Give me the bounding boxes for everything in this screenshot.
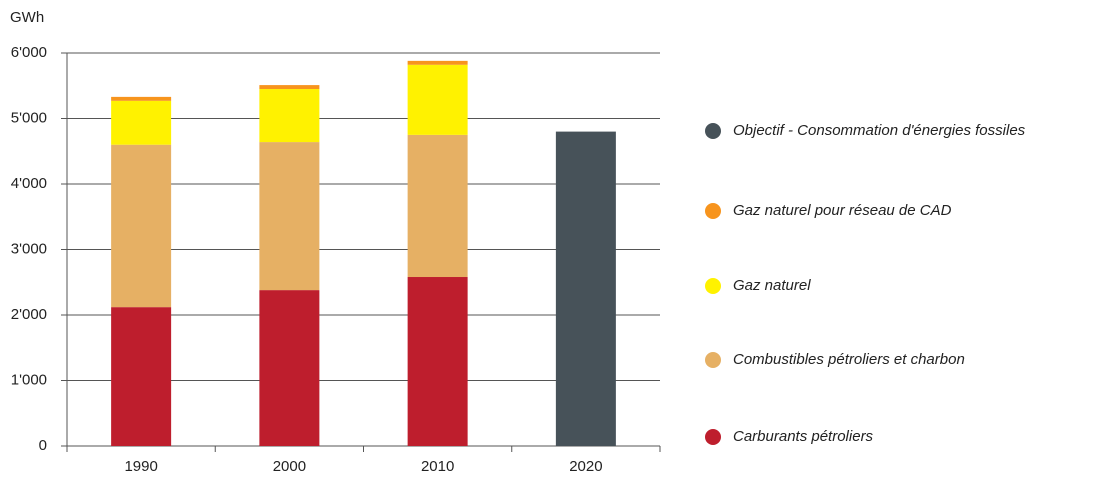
bar-segment <box>259 290 320 446</box>
y-axis-label: GWh <box>10 9 44 26</box>
y-tick-label: 5'000 <box>11 109 47 126</box>
bar-segment <box>259 142 320 291</box>
legend-label: Gaz naturel pour réseau de CAD <box>733 202 952 219</box>
legend-label: Combustibles pétroliers et charbon <box>733 351 965 368</box>
y-tick-label: 2'000 <box>11 306 47 323</box>
y-tick-label: 6'000 <box>11 44 47 61</box>
legend-marker <box>705 352 721 368</box>
bar-segment <box>111 307 172 446</box>
y-tick-label: 4'000 <box>11 175 47 192</box>
x-tick-label: 2010 <box>421 458 454 475</box>
bar-segment <box>407 64 468 135</box>
bar-segment <box>407 60 468 65</box>
bar-segment <box>111 96 172 101</box>
x-tick-label: 1990 <box>124 458 157 475</box>
y-tick-label: 0 <box>39 437 47 454</box>
bar-segment <box>111 100 172 145</box>
x-tick-label: 2000 <box>273 458 306 475</box>
legend-marker <box>705 429 721 445</box>
legend-marker <box>705 203 721 219</box>
bar-segment <box>407 277 468 446</box>
bar-segment <box>259 89 320 143</box>
bar-segment <box>555 131 616 446</box>
bar-segment <box>111 144 172 308</box>
legend-label: Gaz naturel <box>733 277 811 294</box>
legend-marker <box>705 123 721 139</box>
y-tick-label: 3'000 <box>11 240 47 257</box>
y-tick-label: 1'000 <box>11 371 47 388</box>
legend-label: Objectif - Consommation d'énergies fossi… <box>733 122 1026 139</box>
bar-segment <box>259 85 320 90</box>
legend-marker <box>705 278 721 294</box>
bar-segment <box>407 134 468 278</box>
legend-label: Carburants pétroliers <box>733 428 874 445</box>
x-tick-label: 2020 <box>569 458 602 475</box>
